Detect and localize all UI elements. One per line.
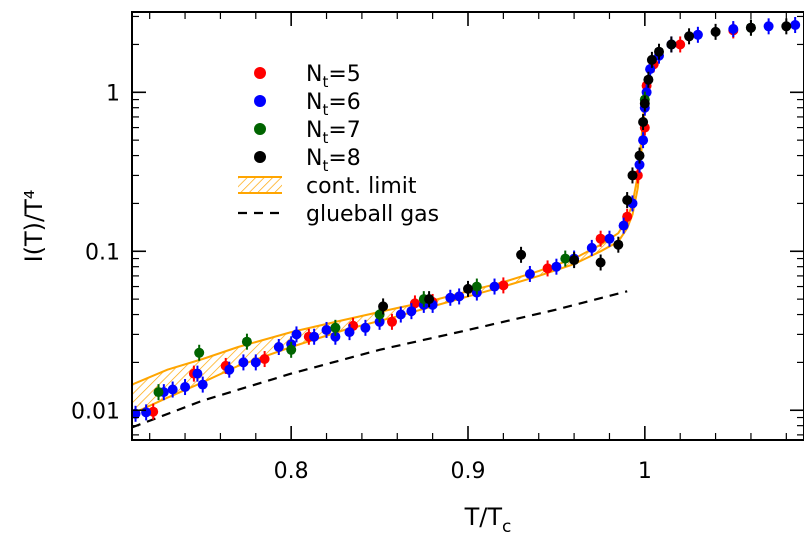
y-axis-title: I(T)/T⁴ bbox=[20, 190, 48, 263]
point-nt-6-38 bbox=[645, 64, 656, 75]
point-nt-6-1 bbox=[141, 407, 152, 418]
axis-ticks: 0.8 0.9 1 0.01 0.1 1 bbox=[71, 12, 804, 484]
point-nt-6-14 bbox=[321, 325, 332, 335]
point-nt-6-32 bbox=[618, 220, 629, 231]
point-nt-8-12 bbox=[643, 74, 654, 85]
point-nt-6-17 bbox=[360, 322, 371, 333]
legend-label-glueball-gas: glueball gas bbox=[306, 202, 439, 227]
point-nt-8-1 bbox=[424, 294, 435, 305]
point-nt-8-3 bbox=[516, 249, 527, 260]
y-tick-label: 0.1 bbox=[85, 240, 120, 265]
point-nt-6-0 bbox=[132, 408, 141, 419]
x-tick-label: 0.8 bbox=[274, 459, 309, 484]
point-nt-6-20 bbox=[406, 306, 417, 317]
point-nt-6-12 bbox=[291, 329, 302, 340]
point-nt-6-19 bbox=[395, 309, 406, 320]
y-tick-label: 1 bbox=[106, 81, 120, 106]
point-nt-6-16 bbox=[344, 327, 355, 338]
band-upper-edge bbox=[132, 95, 646, 386]
point-nt-6-23 bbox=[445, 292, 456, 303]
point-nt-6-41 bbox=[692, 29, 703, 40]
glueball-gas-line bbox=[132, 290, 628, 429]
point-nt-5-3 bbox=[259, 354, 270, 364]
legend-marker-nt8 bbox=[254, 151, 266, 163]
point-nt-7-2 bbox=[241, 336, 252, 347]
point-nt-7-0 bbox=[153, 387, 164, 398]
point-nt-7-4 bbox=[330, 322, 341, 333]
x-tick-label: 1 bbox=[638, 459, 652, 484]
point-nt-5-9 bbox=[498, 280, 509, 291]
point-nt-7-1 bbox=[194, 347, 205, 358]
data-points bbox=[132, 17, 801, 422]
point-nt-8-5 bbox=[595, 257, 606, 268]
point-nt-6-43 bbox=[763, 21, 774, 32]
point-nt-5-10 bbox=[542, 263, 553, 274]
legend-label-nt7: Nt=7 bbox=[306, 118, 361, 147]
point-nt-8-7 bbox=[622, 195, 633, 206]
point-nt-6-8 bbox=[238, 357, 249, 368]
legend-band-swatch bbox=[238, 177, 282, 193]
point-nt-6-26 bbox=[489, 281, 500, 292]
point-nt-6-9 bbox=[250, 357, 261, 368]
glueball-gas-curve bbox=[132, 290, 628, 429]
point-nt-6-27 bbox=[524, 269, 535, 279]
legend-marker-nt5 bbox=[254, 67, 266, 79]
point-nt-6-13 bbox=[309, 331, 320, 342]
point-nt-8-18 bbox=[745, 22, 756, 33]
point-nt-8-13 bbox=[646, 54, 657, 65]
point-nt-8-0 bbox=[378, 301, 389, 312]
point-nt-7-7 bbox=[471, 281, 482, 292]
point-nt-6-24 bbox=[454, 291, 465, 302]
axis-titles: T/Tc I(T)/T⁴ bbox=[20, 190, 511, 533]
point-nt-8-10 bbox=[638, 117, 649, 127]
point-nt-6-28 bbox=[551, 261, 562, 272]
point-nt-5-17 bbox=[675, 39, 686, 50]
point-nt-8-6 bbox=[613, 239, 624, 250]
legend-label-nt8: Nt=8 bbox=[306, 146, 361, 175]
point-nt-7-3 bbox=[286, 344, 297, 355]
point-nt-5-6 bbox=[387, 316, 397, 327]
point-nt-8-14 bbox=[654, 46, 664, 57]
plot-border bbox=[131, 11, 804, 441]
point-nt-5-11 bbox=[595, 233, 606, 244]
point-nt-6-5 bbox=[192, 368, 203, 379]
legend-marker-nt7 bbox=[254, 123, 266, 135]
point-nt-8-8 bbox=[627, 170, 638, 181]
point-nt-8-11 bbox=[639, 98, 650, 109]
point-nt-8-15 bbox=[666, 39, 677, 50]
point-nt-6-34 bbox=[634, 159, 645, 170]
point-nt-6-35 bbox=[638, 135, 649, 146]
point-nt-8-4 bbox=[569, 255, 580, 266]
point-nt-7-5 bbox=[374, 309, 385, 320]
point-nt-6-30 bbox=[586, 242, 597, 253]
point-nt-5-12 bbox=[622, 211, 633, 222]
point-nt-6-3 bbox=[167, 384, 178, 395]
point-nt-7-8 bbox=[560, 253, 571, 264]
x-tick-label: 0.9 bbox=[451, 459, 486, 484]
x-axis-title: T/Tc bbox=[464, 503, 512, 533]
point-nt-6-7 bbox=[224, 364, 235, 375]
point-nt-8-17 bbox=[710, 26, 721, 37]
point-nt-6-6 bbox=[197, 379, 208, 390]
point-nt-6-4 bbox=[180, 382, 191, 392]
legend-label-cont-limit: cont. limit bbox=[306, 174, 417, 199]
point-nt-8-9 bbox=[634, 150, 645, 161]
point-nt-6-42 bbox=[728, 24, 739, 34]
point-nt-8-16 bbox=[684, 31, 695, 42]
band-fill bbox=[132, 95, 645, 414]
point-nt-6-15 bbox=[330, 331, 341, 342]
point-nt-8-19 bbox=[781, 21, 792, 32]
point-nt-6-10 bbox=[273, 342, 284, 352]
legend-label-nt5: Nt=5 bbox=[306, 62, 361, 91]
point-nt-6-44 bbox=[790, 20, 801, 30]
point-nt-6-31 bbox=[604, 233, 615, 244]
plot-frame bbox=[131, 11, 804, 441]
legend-label-nt6: Nt=6 bbox=[306, 90, 361, 119]
point-nt-8-2 bbox=[463, 283, 473, 294]
legend-marker-nt6 bbox=[254, 95, 266, 107]
y-tick-label: 0.01 bbox=[71, 399, 120, 424]
